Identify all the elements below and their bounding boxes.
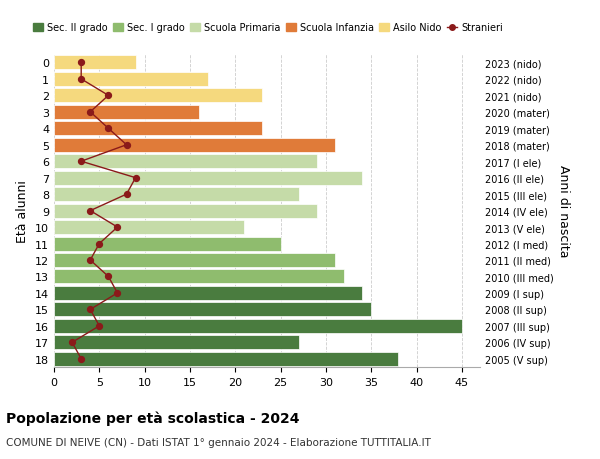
- Point: [104, 125, 113, 133]
- Point: [85, 257, 95, 264]
- Point: [113, 290, 122, 297]
- Bar: [54, 122, 262, 136]
- Bar: [54, 253, 335, 268]
- Point: [122, 142, 131, 149]
- Bar: [54, 286, 362, 300]
- Point: [85, 306, 95, 313]
- Point: [76, 355, 86, 363]
- Bar: [54, 171, 362, 185]
- Point: [76, 60, 86, 67]
- Bar: [54, 336, 299, 350]
- Bar: [54, 237, 281, 251]
- Legend: Sec. II grado, Sec. I grado, Scuola Primaria, Scuola Infanzia, Asilo Nido, Stran: Sec. II grado, Sec. I grado, Scuola Prim…: [29, 19, 506, 37]
- Point: [113, 224, 122, 231]
- Point: [122, 191, 131, 198]
- Bar: [54, 303, 371, 317]
- Point: [104, 273, 113, 280]
- Bar: [54, 352, 398, 366]
- Bar: [54, 188, 299, 202]
- Y-axis label: Età alunni: Età alunni: [16, 180, 29, 242]
- Bar: [54, 319, 462, 333]
- Bar: [54, 89, 262, 103]
- Bar: [54, 139, 335, 152]
- Bar: [54, 270, 344, 284]
- Point: [85, 109, 95, 116]
- Bar: [54, 155, 317, 169]
- Y-axis label: Anni di nascita: Anni di nascita: [557, 165, 570, 257]
- Point: [85, 207, 95, 215]
- Text: Popolazione per età scolastica - 2024: Popolazione per età scolastica - 2024: [6, 411, 299, 425]
- Point: [131, 174, 140, 182]
- Bar: [54, 106, 199, 119]
- Text: COMUNE DI NEIVE (CN) - Dati ISTAT 1° gennaio 2024 - Elaborazione TUTTITALIA.IT: COMUNE DI NEIVE (CN) - Dati ISTAT 1° gen…: [6, 437, 431, 447]
- Bar: [54, 73, 208, 87]
- Point: [76, 158, 86, 166]
- Point: [67, 339, 77, 346]
- Bar: [54, 204, 317, 218]
- Point: [95, 241, 104, 248]
- Point: [95, 323, 104, 330]
- Bar: [54, 56, 136, 70]
- Point: [104, 92, 113, 100]
- Bar: [54, 221, 244, 235]
- Point: [76, 76, 86, 84]
